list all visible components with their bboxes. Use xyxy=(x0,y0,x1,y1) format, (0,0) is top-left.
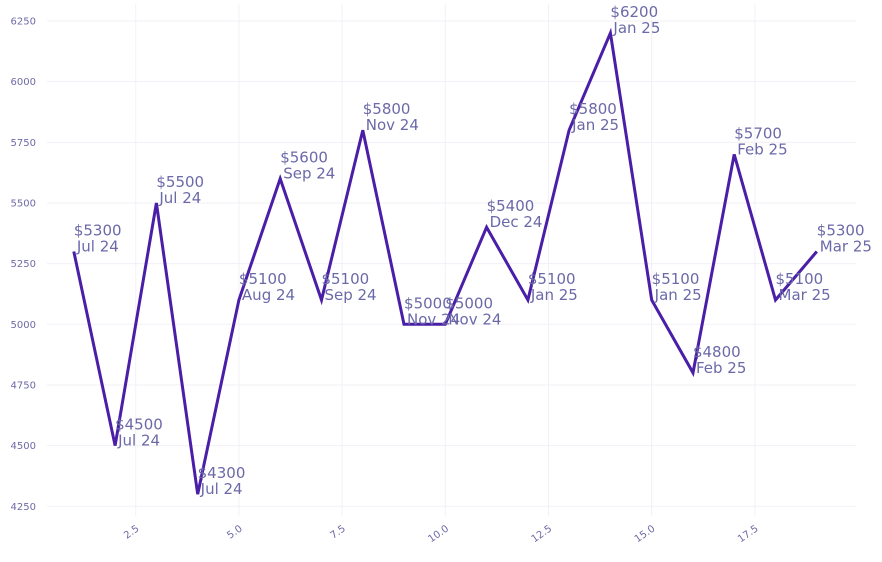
y-tick-label: 5250 xyxy=(11,259,36,270)
y-tick-label: 5750 xyxy=(11,138,36,149)
date-label: Jan 25 xyxy=(612,19,660,37)
price-label: $5600 xyxy=(280,149,328,167)
date-label: Nov 24 xyxy=(448,310,501,328)
date-label: Jan 25 xyxy=(530,286,578,304)
date-label: Sep 24 xyxy=(324,286,376,304)
y-tick-label: 6250 xyxy=(11,16,36,27)
price-label: $5100 xyxy=(652,270,700,288)
series-layer xyxy=(72,27,818,495)
x-tick-label: 2.5 xyxy=(122,523,141,541)
price-label: $5700 xyxy=(734,124,782,142)
price-label: $5300 xyxy=(817,222,865,240)
series-line xyxy=(72,27,818,495)
date-label: Nov 24 xyxy=(366,116,419,134)
date-label: Jul 24 xyxy=(76,238,119,256)
x-tick-label: 17.5 xyxy=(736,523,761,545)
price-label: $5100 xyxy=(239,270,287,288)
y-tick-label: 4250 xyxy=(11,502,36,513)
price-label: $5000 xyxy=(445,294,493,312)
date-label: Mar 25 xyxy=(820,238,872,256)
price-label: $5800 xyxy=(363,100,411,118)
price-label: $5300 xyxy=(74,222,122,240)
x-tick-label: 12.5 xyxy=(530,523,555,545)
date-label: Jul 24 xyxy=(200,480,243,498)
date-label: Sep 24 xyxy=(283,165,335,183)
y-tick-label: 5500 xyxy=(11,198,36,209)
price-label: $5500 xyxy=(156,173,204,191)
price-label: $4500 xyxy=(115,416,163,434)
price-label: $5100 xyxy=(528,270,576,288)
date-label: Jan 25 xyxy=(571,116,619,134)
y-tick-label: 4500 xyxy=(11,441,36,452)
grid-layer xyxy=(47,4,856,516)
price-label: $6200 xyxy=(610,3,658,21)
price-label: $5100 xyxy=(776,270,824,288)
y-tick-label: 4750 xyxy=(11,380,36,391)
x-tick-label: 15.0 xyxy=(633,523,658,545)
date-label: Jul 24 xyxy=(158,189,201,207)
price-label: $5100 xyxy=(321,270,369,288)
x-tick-label: 10.0 xyxy=(426,523,451,545)
x-tick-label: 7.5 xyxy=(329,523,348,541)
date-label: Jul 24 xyxy=(117,432,160,450)
y-tick-label: 6000 xyxy=(11,77,36,88)
price-label: $5800 xyxy=(569,100,617,118)
date-label: Dec 24 xyxy=(490,213,543,231)
price-label: $5000 xyxy=(404,294,452,312)
date-label: Nov 24 xyxy=(407,310,460,328)
price-label: $4800 xyxy=(693,343,741,361)
price-label: $4300 xyxy=(198,464,246,482)
date-label: Mar 25 xyxy=(779,286,831,304)
date-label: Jan 25 xyxy=(654,286,702,304)
price-label: $5400 xyxy=(487,197,535,215)
date-label: Feb 25 xyxy=(737,140,787,158)
y-tick-label: 5000 xyxy=(11,320,36,331)
x-tick-label: 5.0 xyxy=(225,523,244,541)
date-label: Aug 24 xyxy=(242,286,295,304)
date-label: Feb 25 xyxy=(696,359,746,377)
